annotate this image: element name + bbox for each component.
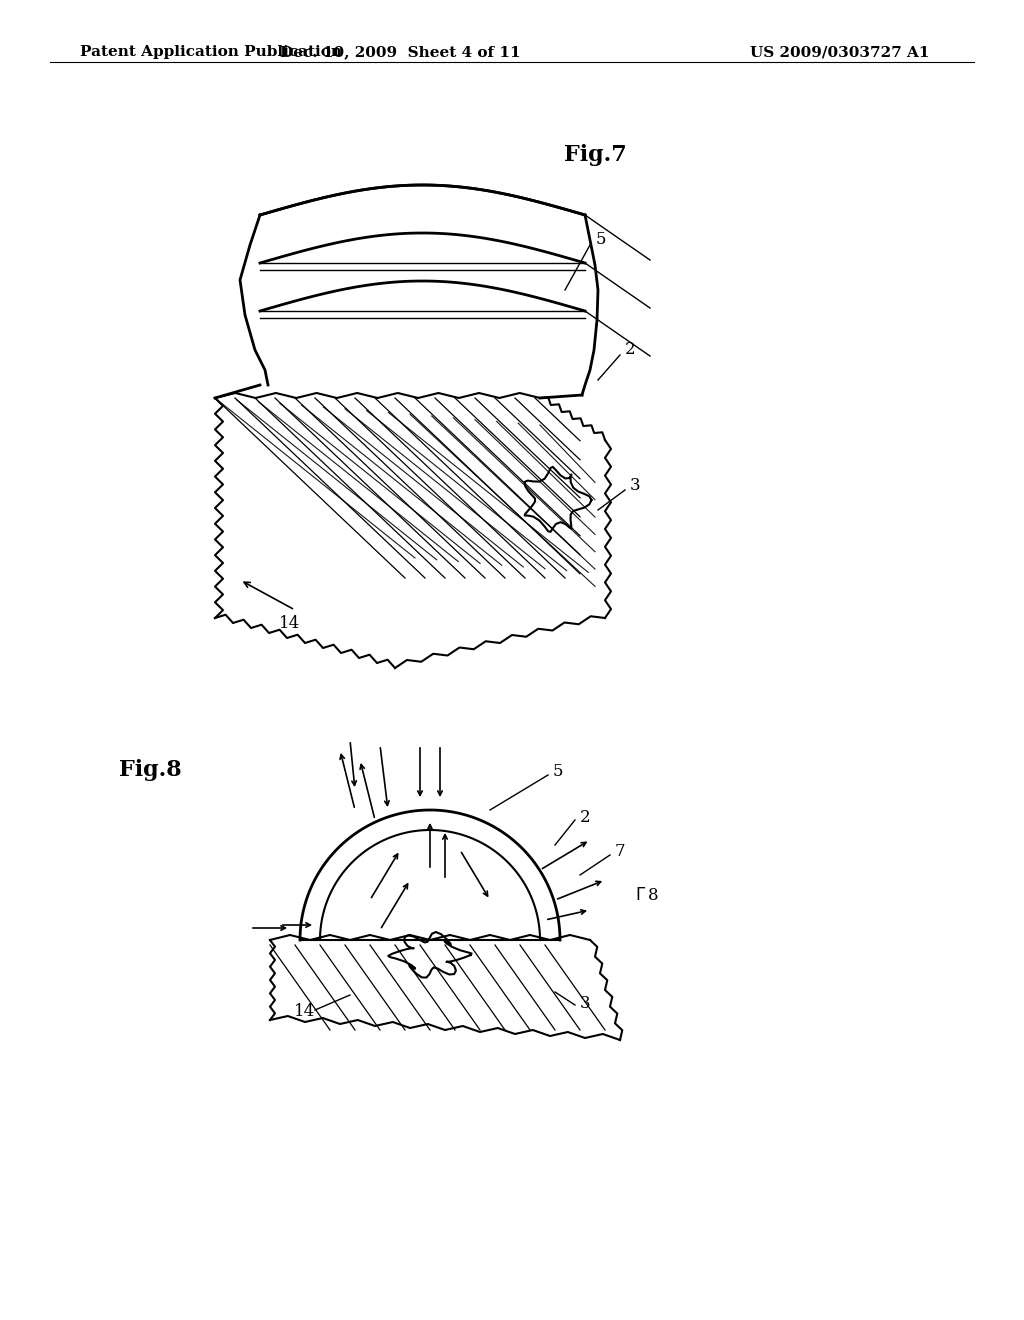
- Text: US 2009/0303727 A1: US 2009/0303727 A1: [750, 45, 930, 59]
- Text: 14: 14: [280, 615, 301, 632]
- Text: 14: 14: [294, 1003, 315, 1020]
- Text: 3: 3: [630, 477, 641, 494]
- Text: 8: 8: [648, 887, 658, 904]
- Text: $\Gamma$: $\Gamma$: [635, 887, 646, 903]
- Text: Fig.7: Fig.7: [563, 144, 627, 166]
- Text: 3: 3: [580, 994, 591, 1011]
- Text: 5: 5: [553, 763, 563, 780]
- Text: Patent Application Publication: Patent Application Publication: [80, 45, 342, 59]
- Text: 7: 7: [615, 843, 626, 861]
- Text: 2: 2: [625, 342, 636, 359]
- Text: 5: 5: [596, 231, 606, 248]
- Text: 2: 2: [580, 809, 591, 826]
- Text: Fig.8: Fig.8: [119, 759, 181, 781]
- Text: Dec. 10, 2009  Sheet 4 of 11: Dec. 10, 2009 Sheet 4 of 11: [280, 45, 520, 59]
